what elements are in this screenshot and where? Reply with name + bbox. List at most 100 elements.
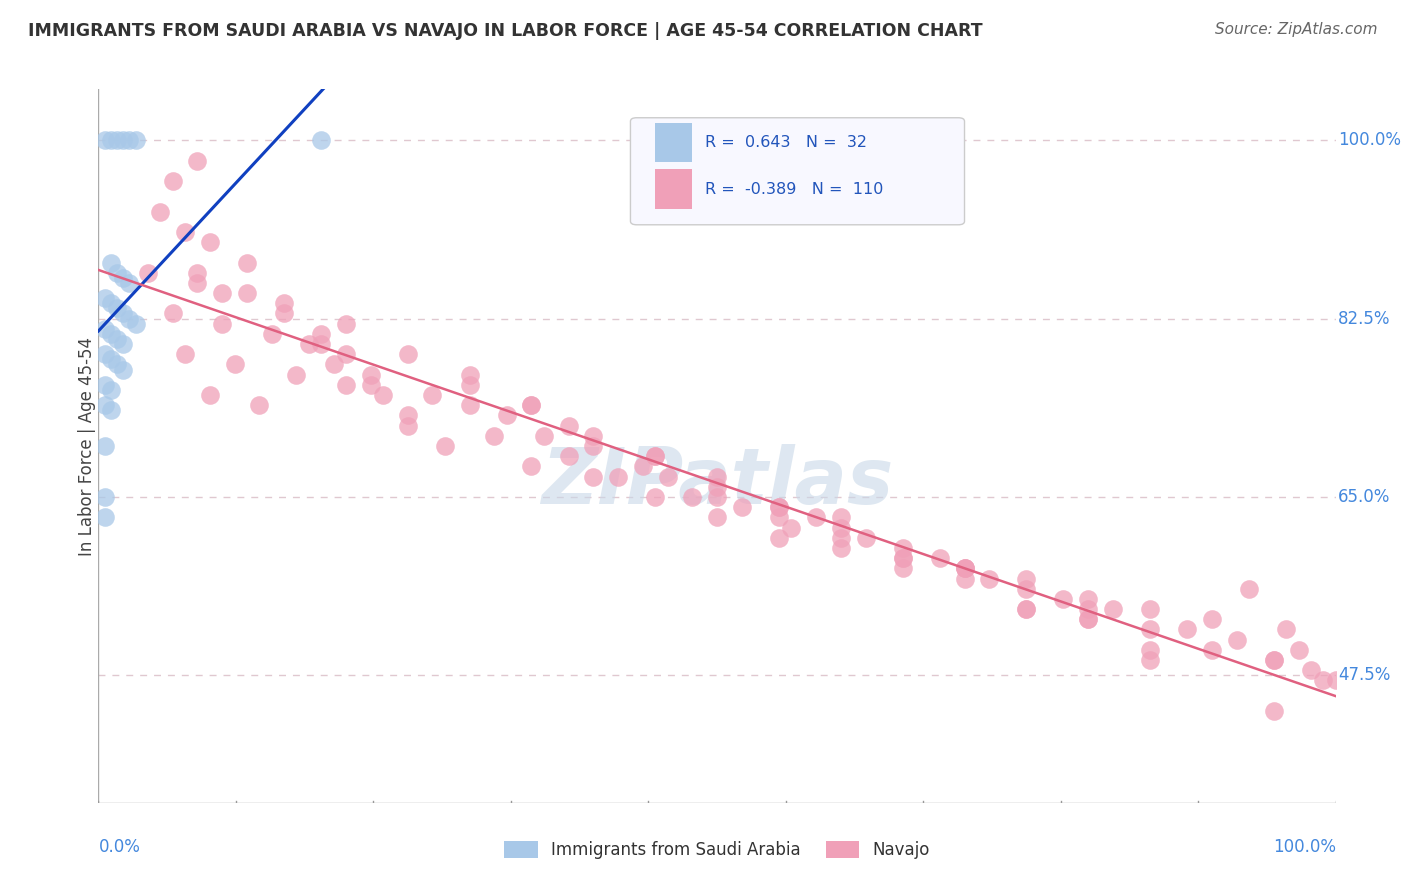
Point	[93, 347, 115, 361]
Point	[105, 301, 128, 316]
Point	[1263, 653, 1285, 667]
Point	[557, 449, 579, 463]
Point	[100, 296, 122, 310]
Text: ZIPatlas: ZIPatlas	[541, 443, 893, 520]
Point	[706, 469, 728, 483]
Point	[105, 332, 128, 346]
Point	[100, 326, 122, 341]
Point	[93, 510, 115, 524]
Point	[520, 398, 543, 412]
Point	[1139, 602, 1161, 616]
Point	[953, 561, 976, 575]
Point	[112, 270, 135, 285]
Point	[1275, 623, 1298, 637]
Point	[93, 377, 115, 392]
Point	[186, 266, 208, 280]
Point	[953, 561, 976, 575]
Y-axis label: In Labor Force | Age 45-54: In Labor Force | Age 45-54	[79, 336, 96, 556]
Point	[830, 541, 852, 555]
Point	[162, 174, 184, 188]
Point	[830, 531, 852, 545]
Point	[607, 469, 630, 483]
Point	[1139, 623, 1161, 637]
Point	[105, 358, 128, 372]
Point	[768, 500, 790, 515]
Point	[174, 225, 197, 239]
Point	[557, 418, 579, 433]
Text: 100.0%: 100.0%	[1272, 838, 1336, 856]
Point	[1102, 602, 1125, 616]
Text: 65.0%: 65.0%	[1339, 488, 1391, 506]
Point	[458, 377, 481, 392]
Point	[198, 388, 221, 402]
Point	[236, 286, 259, 301]
Point	[855, 531, 877, 545]
Point	[706, 480, 728, 494]
Point	[582, 439, 605, 453]
FancyBboxPatch shape	[630, 118, 965, 225]
Point	[928, 551, 950, 566]
Point	[1077, 612, 1099, 626]
Point	[1201, 612, 1223, 626]
Point	[1175, 623, 1198, 637]
Point	[100, 403, 122, 417]
Point	[1226, 632, 1249, 647]
Point	[1299, 663, 1322, 677]
Point	[100, 255, 122, 269]
Point	[1015, 572, 1038, 586]
Point	[1263, 704, 1285, 718]
Point	[211, 317, 233, 331]
Point	[644, 449, 666, 463]
Point	[780, 520, 803, 534]
Point	[105, 266, 128, 280]
Point	[371, 388, 394, 402]
Point	[396, 347, 419, 361]
Point	[93, 322, 115, 336]
Point	[706, 490, 728, 504]
Point	[631, 459, 654, 474]
Point	[1015, 582, 1038, 596]
Point	[830, 510, 852, 524]
Point	[149, 204, 172, 219]
Point	[124, 317, 146, 331]
Point	[1139, 653, 1161, 667]
Point	[533, 429, 555, 443]
Text: Source: ZipAtlas.com: Source: ZipAtlas.com	[1215, 22, 1378, 37]
Point	[731, 500, 754, 515]
Point	[93, 133, 115, 147]
Point	[458, 398, 481, 412]
Point	[112, 337, 135, 351]
Point	[1015, 602, 1038, 616]
Point	[360, 377, 382, 392]
Point	[644, 490, 666, 504]
Point	[520, 398, 543, 412]
Point	[1015, 602, 1038, 616]
Point	[186, 276, 208, 290]
Legend: Immigrants from Saudi Arabia, Navajo: Immigrants from Saudi Arabia, Navajo	[498, 834, 936, 866]
Bar	[655, 169, 692, 209]
Point	[681, 490, 703, 504]
Point	[93, 490, 115, 504]
Point	[211, 286, 233, 301]
Point	[1139, 643, 1161, 657]
Point	[422, 388, 444, 402]
Point	[1201, 643, 1223, 657]
Point	[174, 347, 197, 361]
Text: 82.5%: 82.5%	[1339, 310, 1391, 327]
Text: R =  0.643   N =  32: R = 0.643 N = 32	[704, 136, 866, 150]
Point	[1288, 643, 1310, 657]
Point	[335, 377, 357, 392]
Point	[198, 235, 221, 249]
Point	[433, 439, 456, 453]
Point	[335, 347, 357, 361]
Point	[484, 429, 506, 443]
Point	[136, 266, 159, 280]
Point	[768, 531, 790, 545]
Point	[105, 133, 128, 147]
Point	[236, 255, 259, 269]
Point	[1312, 673, 1334, 688]
Point	[309, 337, 332, 351]
Point	[309, 133, 332, 147]
Point	[100, 352, 122, 367]
Point	[260, 326, 283, 341]
